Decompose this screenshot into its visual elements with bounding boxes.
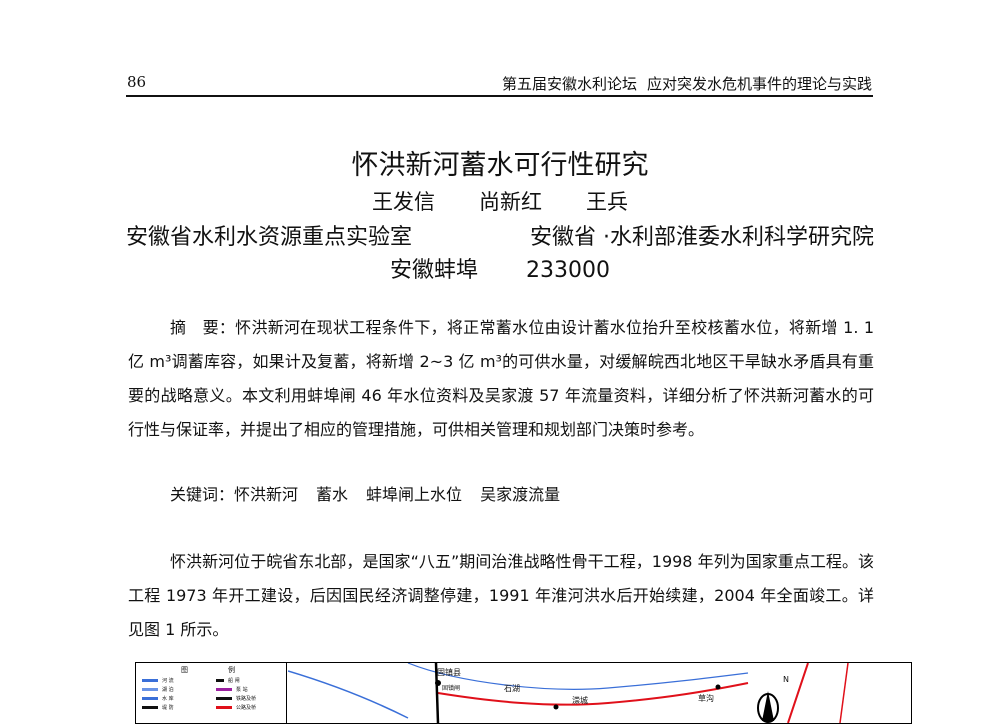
keyword-1: 怀洪新河 xyxy=(234,485,299,504)
town-marker xyxy=(435,680,441,686)
keyword-2: 蓄水 xyxy=(316,485,349,504)
figure-map: 图例 河 流 湖 泊 水 库 堤 防 船 闸 泵 站 铁路及桥 公路及桥 固镇县… xyxy=(135,662,912,724)
keywords-label: 关键词： xyxy=(170,485,235,504)
affiliation-2: 安徽省 ·水利部淮委水利科学研究院 xyxy=(530,225,874,250)
page-number: 86 xyxy=(127,73,147,91)
map-label-guzhen-sluice: 固镇闸 xyxy=(442,685,461,692)
map-label-guzhen-county: 固镇县 xyxy=(437,668,461,677)
affiliation-1: 安徽省水利水资源重点实验室 xyxy=(126,225,413,250)
author-3: 王兵 xyxy=(586,190,628,214)
header-rule xyxy=(126,95,873,97)
river-line xyxy=(288,670,409,719)
affiliations: 安徽省水利水资源重点实验室 安徽省 ·水利部淮委水利科学研究院 xyxy=(126,219,874,251)
river-line xyxy=(407,663,749,690)
legend-river: 河 流 xyxy=(142,677,174,684)
map-label-chongcheng: 漴城 xyxy=(572,696,588,705)
keyword-3: 蚌埠闸上水位 xyxy=(366,485,463,504)
author-1: 王发信 xyxy=(372,190,435,214)
sluice-marker xyxy=(553,704,559,710)
paper-title: 怀洪新河蓄水可行性研究 xyxy=(351,150,649,181)
running-head-forum: 第五届安徽水利论坛 xyxy=(501,75,637,93)
author-list: 王发信 尚新红 王兵 xyxy=(0,186,1000,216)
town-marker xyxy=(715,684,721,690)
legend-dike: 堤 防 xyxy=(142,704,174,711)
legend-road: 公路及桥 xyxy=(216,704,256,711)
map-drawing xyxy=(288,663,849,723)
legend-railway: 铁路及桥 xyxy=(216,695,256,702)
running-head-theme: 应对突发水危机事件的理论与实践 xyxy=(646,75,872,93)
legend-pump: 泵 站 xyxy=(216,686,248,693)
abstract-paragraph: 摘 要：怀洪新河在现状工程条件下，将正常蓄水位由设计蓄水位抬升至校核蓄水位，将新… xyxy=(128,318,874,439)
north-label: N xyxy=(783,675,789,684)
map-label-caogou: 草沟 xyxy=(698,694,714,703)
legend-lock: 船 闸 xyxy=(216,677,240,684)
keyword-4: 吴家渡流量 xyxy=(480,485,561,504)
postcode: 233000 xyxy=(526,258,610,283)
keywords-line: 关键词：怀洪新河 蓄水 蚌埠闸上水位 吴家渡流量 xyxy=(128,478,916,512)
body-paragraph: 怀洪新河位于皖省东北部，是国家“八五”期间治淮战略性骨干工程，1998 年列为国… xyxy=(128,552,874,639)
map-legend: 图例 河 流 湖 泊 水 库 堤 防 船 闸 泵 站 铁路及桥 公路及桥 xyxy=(136,663,287,723)
legend-title: 图例 xyxy=(181,666,235,674)
road-line xyxy=(787,663,809,723)
map-label-shihu: 石湖 xyxy=(504,684,520,693)
location-line: 安徽蚌埠 233000 xyxy=(0,252,1000,284)
running-head: 第五届安徽水利论坛 应对突发水危机事件的理论与实践 xyxy=(502,73,872,94)
author-2: 尚新红 xyxy=(479,190,542,214)
road-line xyxy=(437,682,749,706)
legend-lake: 湖 泊 xyxy=(142,686,174,693)
legend-reservoir: 水 库 xyxy=(142,695,174,702)
road-line xyxy=(839,663,849,723)
city: 安徽蚌埠 xyxy=(390,258,479,283)
